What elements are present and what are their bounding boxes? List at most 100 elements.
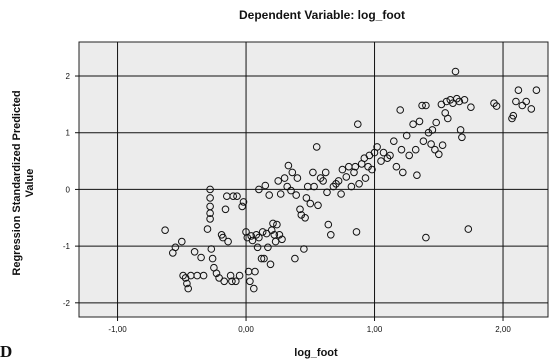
data-point (418, 101, 426, 110)
data-point (203, 225, 212, 233)
data-point (207, 245, 216, 253)
data-point (258, 228, 267, 236)
data-point (253, 243, 262, 252)
data-point (251, 267, 259, 276)
data-point (292, 191, 301, 199)
data-point (354, 120, 362, 128)
data-point (161, 226, 169, 234)
data-point (342, 173, 351, 181)
data-point (291, 254, 299, 263)
data-point (464, 225, 473, 233)
data-point (219, 233, 227, 242)
data-point (399, 168, 407, 177)
data-point (373, 143, 381, 151)
data-point (287, 186, 295, 195)
data-point (397, 145, 406, 154)
data-point (220, 277, 228, 286)
data-point (428, 126, 437, 134)
y-axis-label-line-2: Value (24, 169, 36, 198)
y-axis-label-line-1: Regression Standardized Predicted (11, 90, 23, 275)
data-point (377, 157, 385, 165)
data-point (238, 202, 246, 211)
x-tick-label: 2,00 (495, 325, 511, 334)
data-point (392, 162, 401, 171)
data-point (215, 274, 223, 282)
data-point (264, 243, 272, 252)
data-point (334, 177, 343, 185)
data-point (302, 194, 311, 202)
data-point (278, 235, 286, 244)
data-point (255, 185, 263, 194)
data-point (257, 254, 266, 263)
data-point (184, 284, 192, 293)
data-point (512, 97, 520, 106)
data-point (355, 180, 363, 188)
data-point (296, 205, 304, 214)
data-point (271, 237, 280, 246)
data-point (415, 117, 424, 126)
data-point (206, 194, 214, 202)
data-point (514, 86, 523, 94)
x-tick-label: -1,00 (108, 325, 127, 334)
axis-ticks: -1,00 0,00 1,00 2,00 -2 -1 0 1 2 (63, 72, 511, 334)
data-point (413, 171, 421, 179)
y-tick-label: 0 (66, 185, 71, 194)
data-point (228, 277, 236, 286)
data-point (438, 141, 447, 149)
data-point (276, 190, 285, 198)
data-point (422, 101, 430, 110)
data-point (422, 233, 430, 242)
data-point (390, 137, 398, 145)
data-point (444, 114, 452, 123)
data-point (208, 254, 217, 263)
data-point (467, 103, 475, 111)
data-point (451, 67, 460, 76)
data-point (527, 105, 536, 113)
data-point (206, 185, 214, 194)
data-point (518, 101, 527, 110)
data-point (347, 182, 356, 191)
y-tick-label: 1 (66, 129, 71, 138)
data-point (338, 165, 347, 174)
data-point (283, 182, 292, 191)
data-point (435, 150, 443, 159)
data-point (224, 237, 232, 246)
data-point (178, 237, 186, 246)
data-point (431, 145, 439, 154)
data-point (427, 140, 435, 148)
data-point (532, 86, 541, 94)
data-point (197, 253, 205, 262)
data-point (284, 161, 293, 170)
data-point (352, 228, 361, 236)
data-point (419, 137, 428, 145)
data-point (509, 111, 518, 120)
data-point (458, 133, 466, 142)
data-point (321, 168, 330, 177)
plot-area (78, 41, 549, 318)
y-tick-label: -2 (63, 299, 71, 308)
data-point (248, 236, 257, 245)
data-point (312, 143, 321, 151)
y-tick-label: -1 (63, 242, 71, 251)
data-point (350, 168, 358, 177)
data-point (361, 174, 370, 182)
corner-letter: D (0, 342, 12, 361)
data-point (233, 192, 241, 200)
data-point (280, 174, 289, 182)
data-point (319, 177, 327, 185)
data-point (274, 177, 283, 185)
data-point (261, 181, 270, 190)
data-point (266, 260, 275, 269)
data-point (301, 214, 309, 222)
y-axis-label: Regression Standardized Predicted Value (11, 90, 36, 275)
data-point (206, 215, 214, 223)
data-point (386, 151, 394, 160)
data-point (247, 232, 255, 240)
data-point (432, 118, 441, 127)
grid-lines (79, 42, 548, 317)
x-axis-label: log_foot (294, 347, 338, 359)
data-point (351, 162, 360, 171)
data-point (300, 245, 308, 253)
data-point (409, 120, 417, 128)
